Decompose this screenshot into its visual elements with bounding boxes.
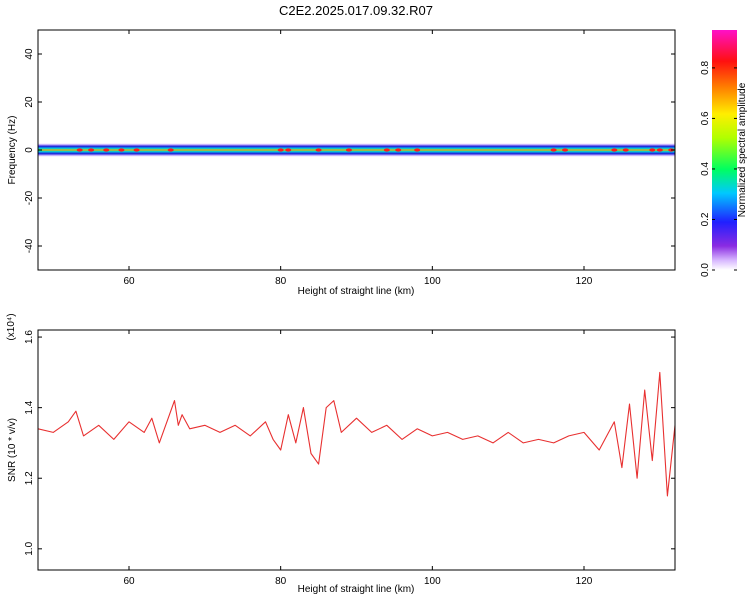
spectral-hotspot <box>103 148 110 152</box>
spectral-hotspot <box>345 148 352 152</box>
colorbar-tick-label: 0.6 <box>700 111 711 125</box>
spectral-hotspot <box>622 148 629 152</box>
y-tick-label: 1.6 <box>24 330 35 344</box>
colorbar-label: Normalized spectral amplitude <box>737 82 748 217</box>
snr-y-axis-label: SNR (10 * v/v) <box>7 418 18 482</box>
spectral-hotspot <box>167 148 174 152</box>
spectral-hotspot <box>649 148 656 152</box>
colorbar-tick-label: 0.0 <box>700 263 711 277</box>
y-tick-label: 20 <box>24 96 35 108</box>
y-tick-label: 40 <box>24 48 35 60</box>
colorbar: 0.0 0.2 0.4 0.6 0.8 Normalized spectral ampl… <box>700 30 748 277</box>
spectral-hotspot <box>395 148 402 152</box>
spectrogram-y-axis-label: Frequency (Hz) <box>7 116 18 185</box>
x-tick-label: 120 <box>576 576 593 587</box>
spectral-hotspot <box>76 148 83 152</box>
y-tick-label: 1.0 <box>24 541 35 555</box>
spectral-hotspot <box>118 148 125 152</box>
figure-title: C2E2.2025.017.09.32.R07 <box>279 3 433 18</box>
snr-x-axis-label: Height of straight line (km) <box>298 584 415 595</box>
spectral-hotspot <box>611 148 618 152</box>
x-tick-label: 80 <box>275 576 287 587</box>
spectral-hotspot <box>88 148 95 152</box>
spectral-hotspot <box>133 148 140 152</box>
snr-frame <box>37 329 676 571</box>
y-tick-label: 0 <box>24 147 35 153</box>
colorbar-tick-label: 0.2 <box>700 212 711 226</box>
spectrogram-x-axis-label: Height of straight line (km) <box>298 286 415 297</box>
colorbar-tick-label: 0.8 <box>700 61 711 75</box>
x-tick-label: 60 <box>123 276 135 287</box>
spectral-hotspot <box>562 148 569 152</box>
snr-panel: 60 80 100 120 1.6 1.4 1.2 1.0 (x10⁴) Height of … <box>6 313 676 595</box>
spectral-hotspot <box>285 148 292 152</box>
y-tick-label: -40 <box>24 238 35 253</box>
y-tick-label: 1.2 <box>24 471 35 485</box>
spectral-hotspot <box>383 148 390 152</box>
spectral-hotspot <box>414 148 421 152</box>
x-tick-label: 120 <box>576 276 593 287</box>
y-tick-label: -20 <box>24 190 35 205</box>
y-tick-label: 1.4 <box>24 400 35 414</box>
snr-series-line <box>38 371 675 497</box>
spectral-hotspot <box>656 148 663 152</box>
spectral-hotspot <box>277 148 284 152</box>
x-tick-label: 100 <box>424 576 441 587</box>
spectral-hotspot <box>550 148 557 152</box>
x-tick-label: 60 <box>123 576 135 587</box>
snr-scale-note: (x10⁴) <box>6 313 17 340</box>
colorbar-tick-label: 0.4 <box>700 162 711 176</box>
x-tick-label: 100 <box>424 276 441 287</box>
x-tick-label: 80 <box>275 276 287 287</box>
colorbar-gradient <box>712 30 737 270</box>
spectral-hotspot <box>315 148 322 152</box>
snr-plot-area <box>38 330 675 570</box>
spectrogram-panel: 60 80 100 120 40 20 0 -20 -40 Height of straight… <box>7 29 676 297</box>
